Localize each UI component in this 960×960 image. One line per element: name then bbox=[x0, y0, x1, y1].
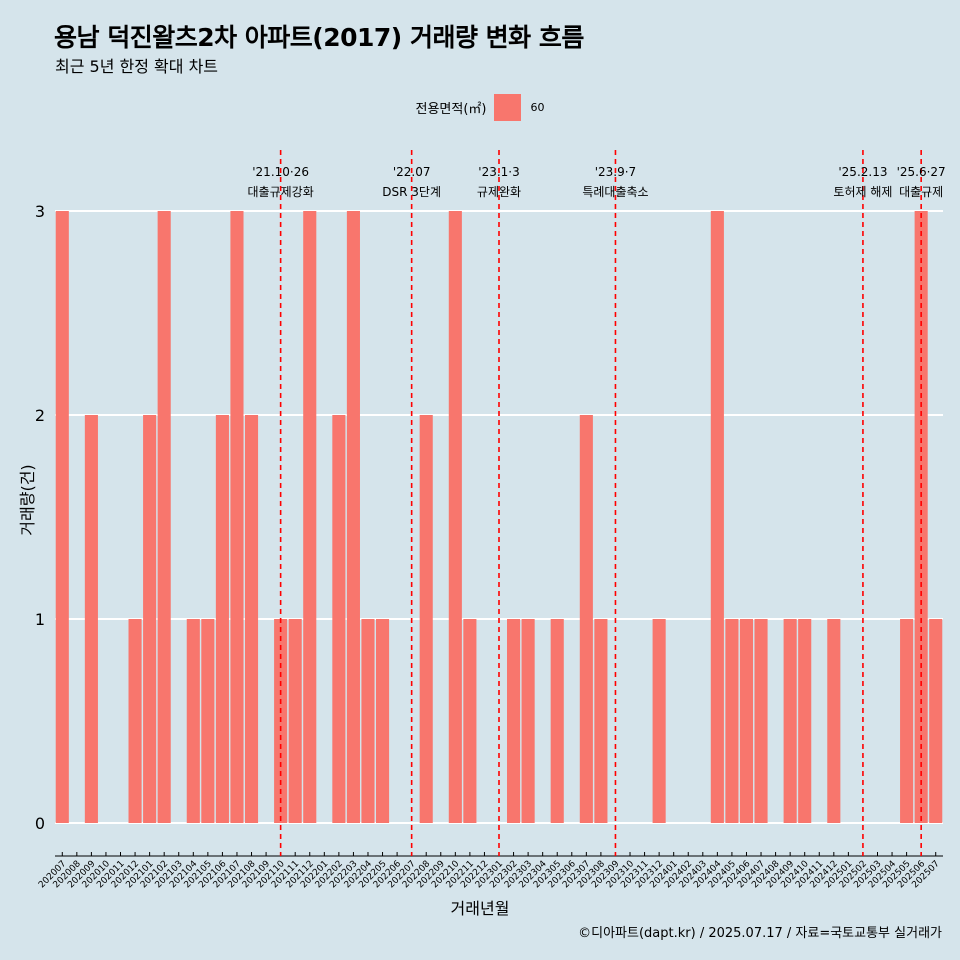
y-tick-label: 3 bbox=[35, 202, 45, 221]
bar bbox=[725, 619, 739, 823]
annotation-label: 규제완화 bbox=[477, 185, 521, 199]
legend: 전용면적(㎡) 60 bbox=[0, 93, 960, 121]
annotation-date: '21.10·26 bbox=[252, 165, 309, 179]
bar bbox=[463, 619, 477, 823]
bar bbox=[201, 619, 215, 823]
bar bbox=[579, 415, 593, 823]
bar bbox=[914, 211, 928, 823]
bar bbox=[244, 415, 259, 823]
bar bbox=[303, 211, 317, 823]
bar bbox=[361, 619, 375, 823]
bar bbox=[157, 211, 171, 823]
bar bbox=[754, 619, 768, 823]
bar bbox=[448, 211, 462, 823]
x-axis-title: 거래년월 bbox=[451, 899, 510, 918]
bar bbox=[346, 211, 360, 823]
bar bbox=[84, 415, 98, 823]
bar bbox=[710, 211, 724, 823]
annotation-date: '25.6·27 bbox=[897, 165, 946, 179]
annotation-label: 토허제 해제 bbox=[833, 185, 892, 199]
bar bbox=[521, 619, 535, 823]
bar bbox=[375, 619, 390, 823]
legend-key bbox=[494, 93, 522, 121]
bar bbox=[900, 619, 914, 823]
bar bbox=[332, 415, 346, 823]
bar bbox=[827, 619, 841, 823]
annotation-label: 특례대출축소 bbox=[582, 185, 648, 199]
bar bbox=[652, 619, 666, 823]
bar bbox=[594, 619, 608, 823]
annotation-date: '23.9·7 bbox=[595, 165, 636, 179]
annotation-date: '23.1·3 bbox=[478, 165, 519, 179]
bar bbox=[739, 619, 754, 823]
bar bbox=[419, 415, 433, 823]
chart-subtitle: 최근 5년 한정 확대 차트 bbox=[55, 57, 219, 76]
bar bbox=[798, 619, 812, 823]
bar bbox=[507, 619, 521, 823]
annotation-label: 대출규제강화 bbox=[248, 185, 314, 199]
chart-title: 용남 덕진왈츠2차 아파트(2017) 거래량 변화 흐름 bbox=[54, 23, 584, 52]
bar bbox=[186, 619, 200, 823]
bar bbox=[55, 211, 69, 823]
legend-title: 전용면적(㎡) bbox=[415, 101, 487, 117]
bar bbox=[783, 619, 797, 823]
y-tick-label: 2 bbox=[35, 406, 45, 425]
bar bbox=[143, 415, 157, 823]
chart-caption: ©디아파트(dapt.kr) / 2025.07.17 / 자료=국토교통부 실… bbox=[578, 926, 942, 941]
bar bbox=[230, 211, 244, 823]
y-axis-title: 거래량(건) bbox=[18, 464, 37, 535]
bar bbox=[550, 619, 564, 823]
legend-label: 60 bbox=[530, 100, 545, 114]
bar bbox=[929, 619, 943, 823]
bar bbox=[215, 415, 229, 823]
bar bbox=[128, 619, 142, 823]
annotation-date: '22.07 bbox=[393, 165, 431, 179]
annotation-label: DSR 3단계 bbox=[382, 185, 441, 199]
annotation-label: 대출규제 bbox=[899, 185, 943, 199]
y-tick-label: 0 bbox=[35, 814, 45, 833]
y-tick-label: 1 bbox=[35, 610, 45, 629]
annotation-date: '25.2.13 bbox=[838, 165, 887, 179]
bar bbox=[288, 619, 302, 823]
